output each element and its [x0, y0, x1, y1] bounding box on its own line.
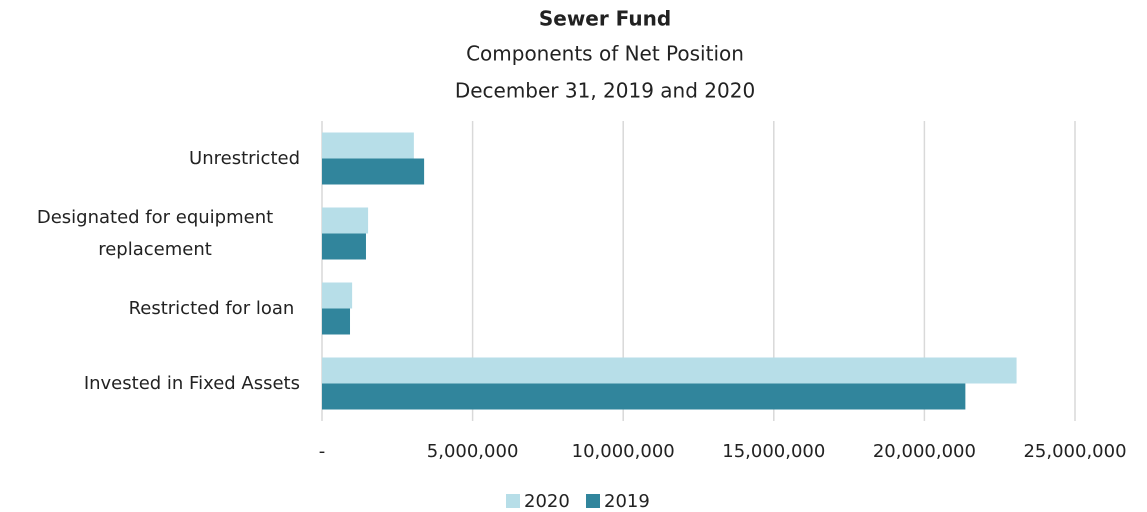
chart-subtitle: December 31, 2019 and 2020	[455, 79, 755, 103]
bar	[322, 132, 414, 159]
x-tick-label: 5,000,000	[427, 441, 519, 462]
legend-label: 2020	[524, 491, 570, 512]
legend-label: 2019	[604, 491, 650, 512]
x-tick-label: 20,000,000	[873, 441, 976, 462]
bar	[322, 282, 353, 309]
y-tick-label: Designated for equipment replacement	[36, 206, 279, 260]
y-tick-label: Unrestricted	[189, 147, 300, 169]
x-tick-label: -	[319, 441, 326, 462]
legend-swatch	[506, 494, 520, 508]
bar	[322, 357, 1017, 384]
bar	[322, 308, 351, 335]
x-tick-label: 15,000,000	[722, 441, 825, 462]
bar	[322, 233, 366, 260]
y-tick-label: Invested in Fixed Assets	[83, 372, 300, 394]
bar	[322, 158, 425, 185]
bar	[322, 383, 966, 410]
x-tick-label: 25,000,000	[1023, 441, 1126, 462]
x-tick-label: 10,000,000	[572, 441, 675, 462]
chart-title: Sewer Fund	[539, 7, 671, 31]
y-tick-label: Restricted for loan	[128, 297, 300, 319]
legend-swatch	[586, 494, 600, 508]
bar	[322, 207, 369, 234]
chart-subtitle: Components of Net Position	[466, 42, 744, 66]
